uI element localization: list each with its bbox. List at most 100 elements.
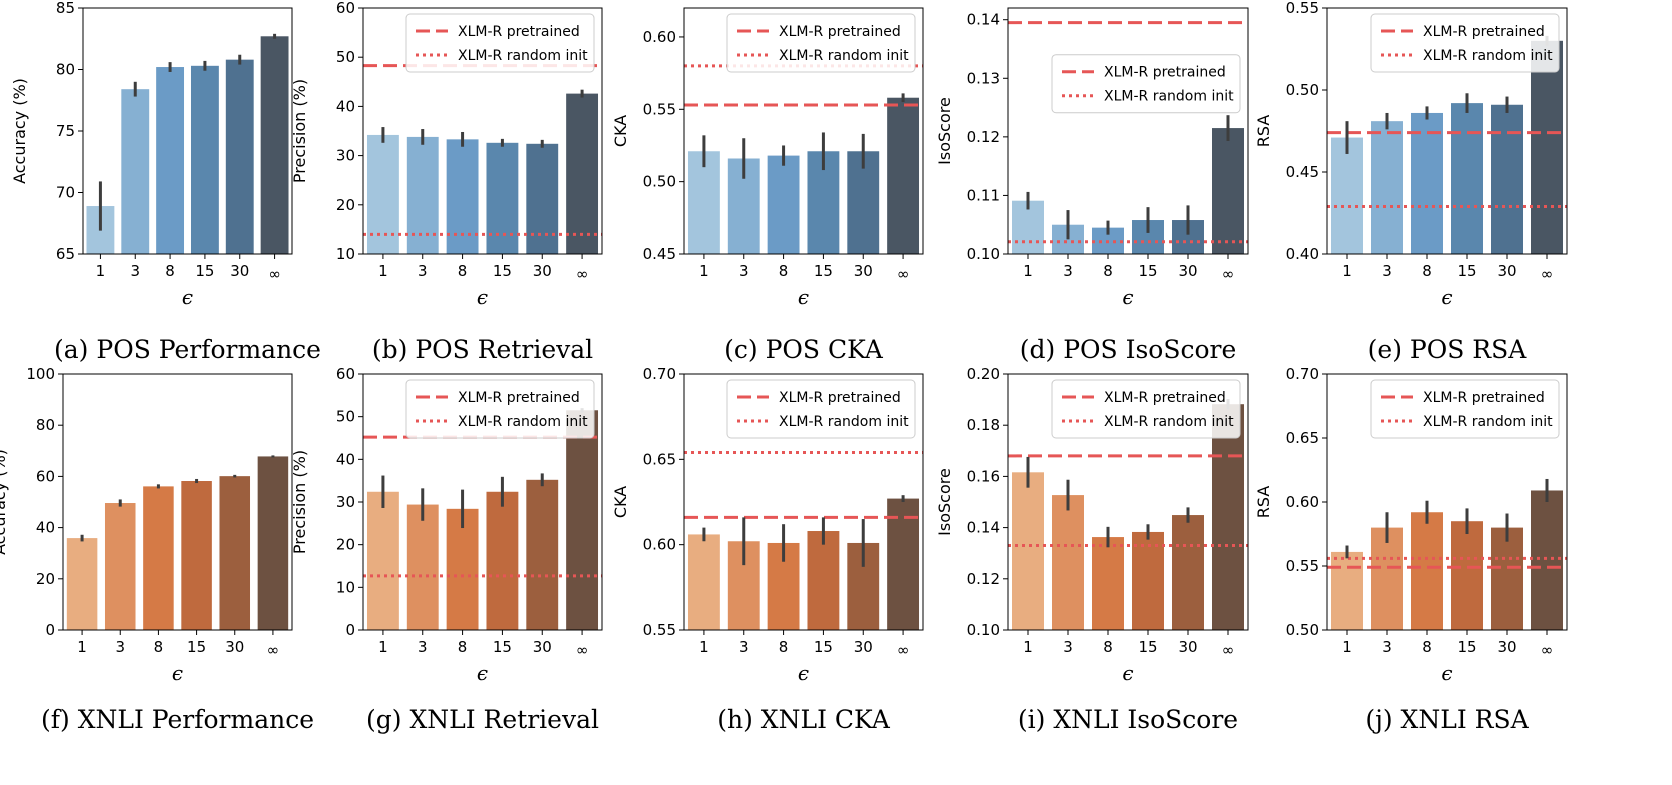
- legend-box: [726, 13, 916, 73]
- bar: [1451, 521, 1483, 630]
- x-tick-label: 8: [458, 262, 468, 280]
- y-tick-label: 0.10: [967, 621, 1000, 639]
- x-tick-label: ∞: [1541, 265, 1554, 283]
- x-tick-label: ∞: [576, 641, 589, 659]
- y-tick-label: 80: [36, 416, 55, 434]
- legend: XLM-R pretrained XLM-R random init: [405, 13, 595, 73]
- x-tick-label: 1: [1342, 638, 1352, 656]
- legend: XLM-R pretrained XLM-R random init: [1370, 379, 1560, 439]
- x-tick-label: 8: [1422, 262, 1432, 280]
- x-tick-label: 15: [814, 262, 833, 280]
- legend-label: XLM-R random init: [458, 48, 588, 64]
- y-tick-label: 0.18: [967, 416, 1000, 434]
- legend: XLM-R pretrained XLM-R random init: [1051, 379, 1241, 439]
- plot-frame: [62, 373, 293, 631]
- x-tick-label: ∞: [1541, 641, 1554, 659]
- x-tick-label: 3: [418, 262, 428, 280]
- bar: [143, 486, 174, 630]
- bar: [104, 503, 136, 630]
- x-tick-label: 1: [378, 262, 388, 280]
- y-tick-label: 0.16: [967, 467, 1000, 485]
- bar: [486, 142, 519, 254]
- bar: [1132, 531, 1164, 630]
- x-tick-label: 15: [493, 262, 512, 280]
- y-tick-label: 10: [336, 578, 355, 596]
- bar: [1491, 104, 1523, 254]
- legend-box: [1051, 54, 1241, 114]
- legend-label: XLM-R random init: [779, 414, 909, 430]
- x-tick-label: 3: [115, 638, 125, 656]
- bar: [1331, 137, 1363, 254]
- y-tick-label: 0.50: [643, 173, 676, 191]
- y-tick-label: 20: [36, 570, 55, 588]
- bar: [767, 155, 800, 254]
- x-tick-label: 30: [225, 638, 244, 656]
- x-tick-label: ∞: [576, 265, 589, 283]
- y-tick-label: 65: [56, 245, 75, 263]
- y-tick-label: 0.40: [1286, 245, 1319, 263]
- y-tick-label: 0.50: [1286, 81, 1319, 99]
- x-axis-label: ϵ: [1441, 285, 1452, 309]
- bar: [1531, 40, 1563, 254]
- bar: [687, 151, 720, 254]
- y-tick-label: 0.70: [643, 365, 676, 383]
- bar: [260, 36, 289, 254]
- bar: [887, 498, 920, 630]
- x-tick-label: 15: [187, 638, 206, 656]
- x-axis-label: ϵ: [172, 661, 183, 685]
- x-axis-label: ϵ: [1122, 661, 1133, 685]
- bar: [156, 67, 185, 254]
- x-tick-label: 8: [154, 638, 164, 656]
- x-tick-label: 30: [533, 638, 552, 656]
- bar: [526, 479, 559, 630]
- bar: [190, 65, 219, 254]
- bar: [687, 534, 720, 630]
- x-tick-label: 15: [814, 638, 833, 656]
- legend-label: XLM-R pretrained: [1104, 390, 1226, 406]
- x-tick-label: 1: [96, 262, 106, 280]
- bar: [406, 136, 439, 254]
- y-tick-label: 50: [336, 408, 355, 426]
- x-tick-label: 30: [1178, 638, 1197, 656]
- bar: [1012, 200, 1044, 254]
- y-tick-label: 20: [336, 536, 355, 554]
- chart-panel-g: 0 10 20 30 40 50 60 1 3 8 15 30 ∞ ϵ Precision (%) XLM-R…: [290, 365, 603, 685]
- y-tick-label: 100: [26, 365, 55, 383]
- y-tick-label: 0.12: [967, 128, 1000, 146]
- y-tick-label: 0.55: [643, 621, 676, 639]
- legend-box: [405, 379, 595, 439]
- y-tick-label: 0.12: [967, 570, 1000, 588]
- bar: [1212, 128, 1244, 254]
- y-tick-label: 0.11: [967, 186, 1000, 204]
- y-tick-label: 20: [336, 196, 355, 214]
- x-tick-label: 1: [1023, 638, 1033, 656]
- chart-panel-c: 0.45 0.50 0.55 0.60 1 3 8 15 30 ∞ ϵ CKA XLM-R pretra…: [611, 7, 924, 309]
- y-axis-label: Precision (%): [290, 450, 309, 554]
- caption-h: (h) XNLI CKA: [717, 705, 890, 734]
- y-tick-label: 30: [336, 147, 355, 165]
- plot-frame: [1007, 7, 1249, 255]
- y-axis-label: Precision (%): [290, 79, 309, 183]
- legend-label: XLM-R pretrained: [1423, 390, 1545, 406]
- x-tick-label: 3: [130, 262, 140, 280]
- y-tick-label: 40: [336, 97, 355, 115]
- y-tick-label: 0.60: [1286, 493, 1319, 511]
- y-axis-label: CKA: [611, 115, 630, 147]
- x-tick-label: 30: [854, 262, 873, 280]
- x-tick-label: 8: [779, 638, 789, 656]
- bar: [219, 476, 251, 630]
- y-tick-label: 0.60: [643, 28, 676, 46]
- x-axis-label: ϵ: [477, 661, 488, 685]
- chart-panel-d: 0.10 0.11 0.12 0.13 0.14 1 3 8 15 30 ∞ ϵ IsoScore XLM…: [935, 7, 1249, 309]
- y-tick-label: 0.55: [643, 100, 676, 118]
- x-tick-label: 30: [533, 262, 552, 280]
- x-tick-label: 3: [1382, 638, 1392, 656]
- bar: [66, 538, 98, 630]
- bar: [1371, 121, 1403, 254]
- x-tick-label: ∞: [268, 265, 281, 283]
- y-tick-label: 85: [56, 0, 75, 17]
- y-axis-label: RSA: [1254, 486, 1273, 519]
- plot-frame: [683, 373, 924, 631]
- bar: [1531, 490, 1563, 630]
